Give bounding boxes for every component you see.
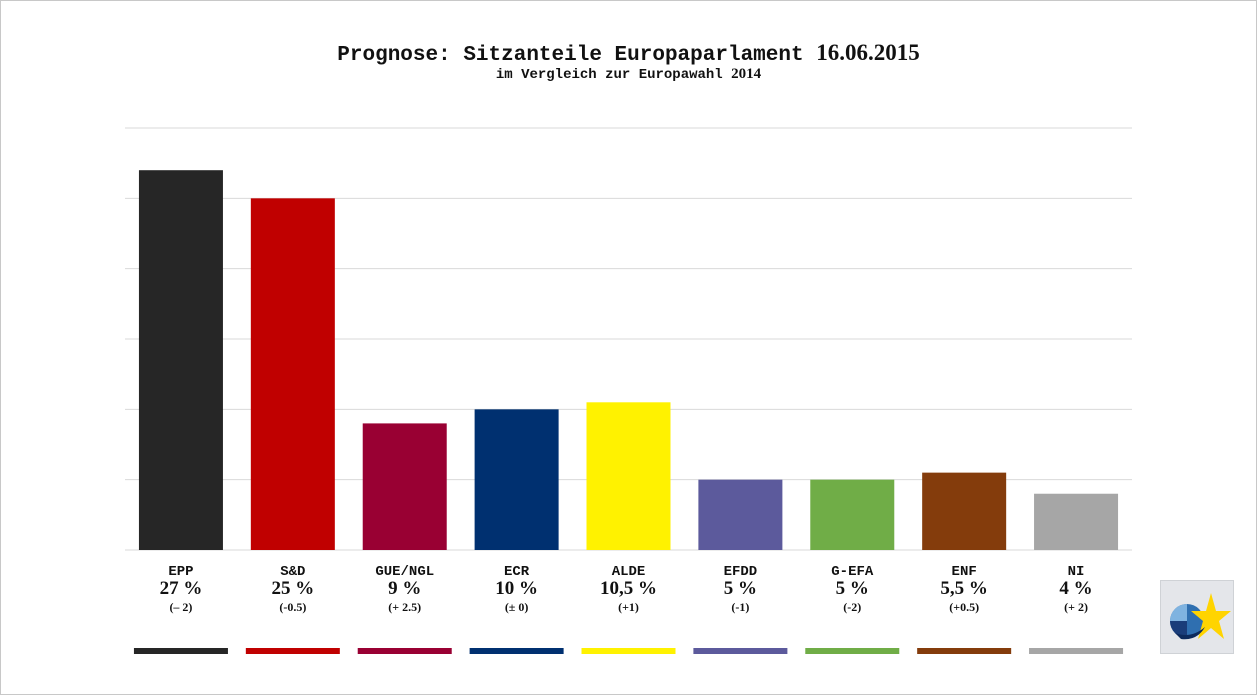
bar [362, 423, 447, 550]
change-label: (+0.5) [949, 600, 979, 614]
color-strip [693, 648, 788, 654]
value-label: 5,5 % [940, 578, 988, 599]
color-strip [469, 648, 564, 654]
value-label: 25 % [271, 578, 314, 599]
bar [138, 170, 223, 550]
change-label: (+ 2) [1064, 600, 1088, 614]
category-label: EPP [168, 564, 193, 580]
bar [586, 402, 671, 550]
value-label: 27 % [160, 578, 203, 599]
value-label: 10 % [495, 578, 538, 599]
value-label: 10,5 % [600, 578, 657, 599]
change-label: (± 0) [505, 600, 529, 614]
category-label: ALDE [612, 564, 646, 580]
change-label: (-2) [843, 600, 861, 614]
value-label: 5 % [836, 578, 869, 599]
color-strip [357, 648, 452, 654]
chart-title: Prognose: Sitzanteile Europaparlament 16… [0, 40, 1257, 67]
bar [250, 198, 335, 551]
value-label: 9 % [388, 578, 421, 599]
chart-subtitle-text: im Vergleich zur Europawahl [495, 67, 723, 83]
category-label: S&D [280, 564, 305, 580]
chart-subtitle-year: 2014 [731, 66, 762, 82]
value-label: 5 % [724, 578, 757, 599]
bar [810, 479, 895, 550]
change-label: (-1) [731, 600, 749, 614]
color-strip [1029, 648, 1124, 654]
category-label: ENF [952, 564, 977, 580]
color-strip [805, 648, 900, 654]
value-label: 4 % [1059, 578, 1092, 599]
category-label: GUE/NGL [375, 564, 434, 580]
change-label: (– 2) [169, 600, 192, 614]
change-label: (+ 2.5) [388, 600, 421, 614]
change-label: (-0.5) [279, 600, 306, 614]
color-strip [917, 648, 1012, 654]
bar [1034, 493, 1119, 550]
chart-title-text: Prognose: Sitzanteile Europaparlament [337, 44, 804, 67]
chart-subtitle: im Vergleich zur Europawahl 2014 [0, 66, 1257, 83]
chart-title-date: 16.06.2015 [816, 40, 920, 65]
color-strip [133, 648, 228, 654]
color-strip [245, 648, 340, 654]
eu-star-logo-icon [1160, 580, 1234, 654]
category-label: ECR [504, 564, 530, 580]
color-strip [581, 648, 676, 654]
category-label: G-EFA [831, 564, 874, 580]
bar [474, 409, 559, 550]
bar [698, 479, 783, 550]
change-label: (+1) [618, 600, 639, 614]
category-label: EFDD [724, 564, 758, 580]
category-label: NI [1068, 564, 1085, 580]
bar [922, 472, 1007, 550]
